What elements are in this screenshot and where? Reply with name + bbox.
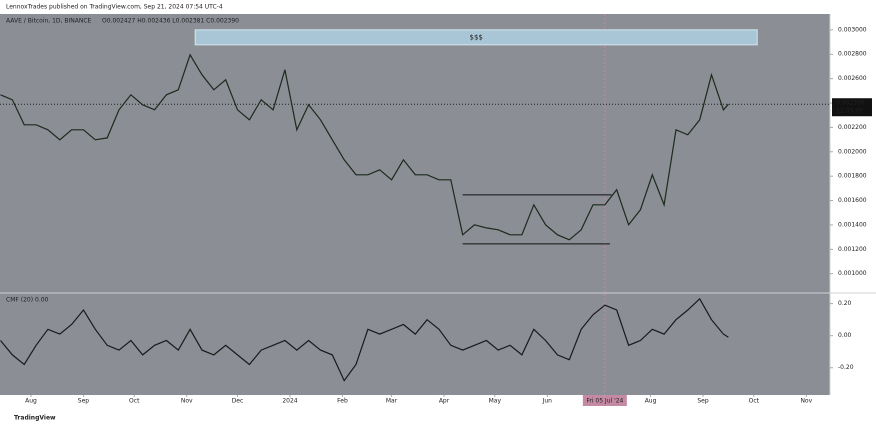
y-tick-label: 0.001800 (838, 173, 867, 180)
y-tick-label: -0.20 (838, 364, 854, 371)
x-tick-label: Nov (800, 398, 812, 405)
chart-title: AAVE / Bitcoin, 1D, BINANCE (6, 18, 92, 25)
y-tick-label: 0.002800 (838, 51, 867, 58)
price-tag (832, 98, 872, 117)
y-tick-label: 0.003000 (838, 26, 867, 33)
plot-background (0, 14, 830, 395)
x-tick-label: Fri 05 Jul '24 (586, 398, 623, 405)
x-tick-label: Feb (337, 398, 348, 405)
y-tick-label: 0.001400 (838, 221, 867, 228)
ohlc-legend: O0.002427 H0.002436 L0.002381 C0.002390 (102, 18, 239, 25)
y-tick-label: 0.001000 (838, 270, 867, 277)
y-tick-label: 0.001600 (838, 197, 867, 204)
x-tick-label: Mar (386, 398, 398, 405)
x-tick-label: Aug (645, 398, 657, 405)
x-tick-label: Apr (439, 398, 450, 405)
price-tag-label: 0.002390 (836, 100, 865, 107)
y-tick-label: 0.002600 (838, 75, 867, 82)
countdown: 12:05:09 (836, 108, 863, 115)
series-line (0, 53, 729, 241)
y-tick-label: 0.002000 (838, 148, 867, 155)
x-tick-label: Oct (129, 398, 140, 405)
y-tick-label: 0.002200 (838, 124, 867, 131)
x-tick-label: Aug (25, 398, 37, 405)
x-tick-label: Oct (749, 398, 760, 405)
x-tick-label: Jun (542, 398, 553, 405)
series-line (0, 297, 729, 382)
liquidity-zone (194, 29, 758, 46)
crosshair-label-bg (582, 395, 627, 406)
x-tick-label: Dec (232, 398, 244, 405)
y-tick-label: 0.00 (838, 332, 852, 339)
zone-label: $$$ (470, 33, 483, 41)
x-tick-label: Nov (181, 398, 193, 405)
x-tick-label: Sep (697, 398, 709, 405)
x-tick-label: Sep (78, 398, 90, 405)
header: LennoxTrades published on TradingView.co… (6, 4, 223, 11)
footer-logo: TradingView (14, 415, 56, 422)
y-tick-label: 0.001200 (838, 246, 867, 253)
y-tick-label: 0.20 (838, 300, 852, 307)
x-tick-label: May (489, 398, 502, 405)
x-tick-label: 2024 (282, 398, 297, 405)
indicator-title: CMF (20) (6, 297, 33, 304)
indicator-value: 0.00 (35, 297, 49, 304)
